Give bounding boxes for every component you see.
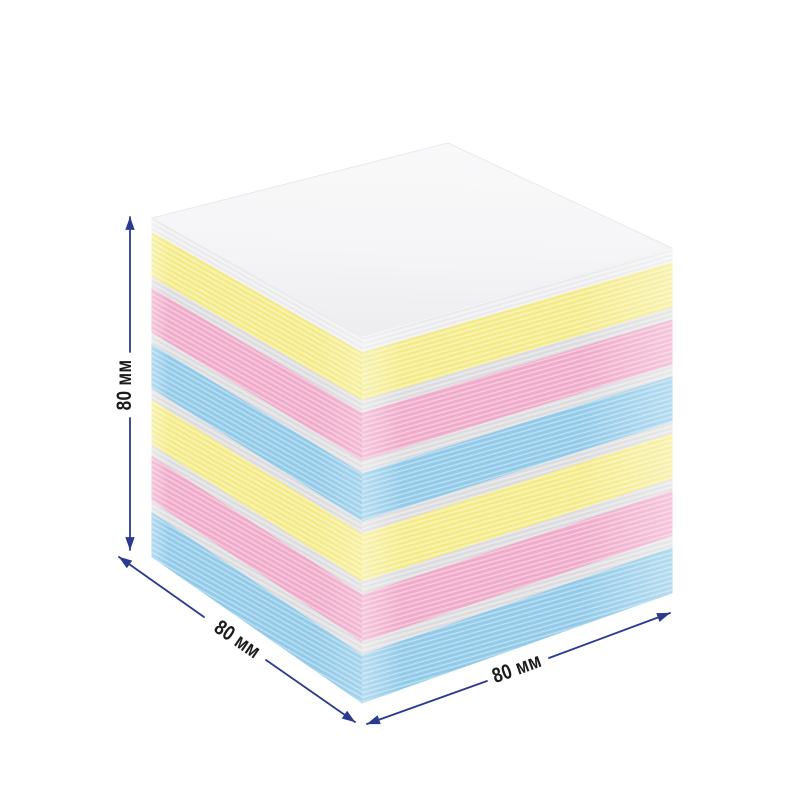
height-dimension-label: 80 мм (113, 359, 136, 411)
cube-right-face-shading (362, 248, 672, 703)
width-dimension-line-right (548, 612, 671, 659)
width-dimension-line-left (366, 680, 488, 725)
memo-cube (150, 142, 674, 704)
cube-left-face-shading (152, 218, 362, 703)
depth-dimension-line-upper (118, 556, 205, 618)
dimension-lines (118, 216, 671, 725)
depth-dimension-line-lower (265, 659, 356, 723)
